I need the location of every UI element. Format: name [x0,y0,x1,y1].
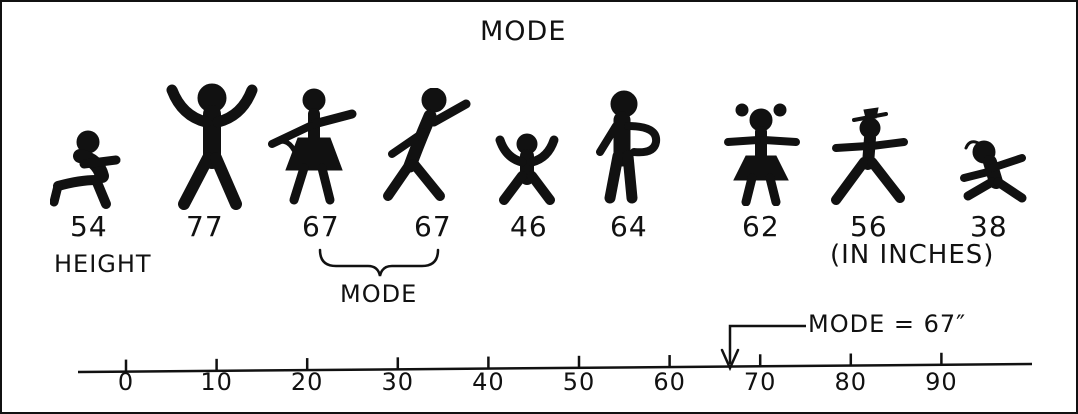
number-line-tick-label: 0 [117,368,135,396]
number-line-tick-label: 30 [381,368,415,396]
figure-girl-pigtails [724,103,800,206]
height-value: 67 [302,210,340,243]
mode-callout-arrow [728,324,806,364]
figure-dancer-1 [268,88,357,205]
height-value: 54 [70,210,108,243]
number-line-tick-label: 80 [834,368,868,396]
figure-person-hand-on-hip [596,90,661,204]
height-value: 77 [186,210,224,243]
number-line-tick-label: 50 [562,368,596,396]
height-label: HEIGHT [54,250,152,278]
height-value: 38 [970,210,1008,243]
height-value: 62 [742,210,780,243]
number-line-tick-label: 60 [653,368,686,396]
height-value: 56 [850,210,888,243]
number-line-ticks [124,352,943,372]
mode-callout-label: MODE = 67″ [808,310,967,338]
figure-small-child-arms-up [495,133,559,205]
mode-arrowhead [720,348,740,372]
mode-brace [318,248,440,277]
figure-dancer-2 [383,88,471,201]
number-line-tick-label: 90 [925,368,958,396]
figure-child-1 [50,130,121,209]
number-line-tick-label: 70 [743,368,777,396]
figure-adult-arms-up [166,83,258,210]
height-value: 46 [510,210,548,243]
figure-person-hat [831,107,908,205]
number-line-tick-label: 20 [290,368,324,396]
height-value: 67 [414,210,452,243]
mode-brace-label: MODE [340,280,418,308]
figure-toddler [960,140,1027,203]
diagram-title: MODE [480,16,567,47]
number-line-tick-label: 10 [200,368,233,396]
number-line-tick-label: 40 [472,368,505,396]
number-line-axis [77,362,1033,374]
unit-label: (IN INCHES) [830,240,995,270]
height-value: 64 [610,210,648,243]
